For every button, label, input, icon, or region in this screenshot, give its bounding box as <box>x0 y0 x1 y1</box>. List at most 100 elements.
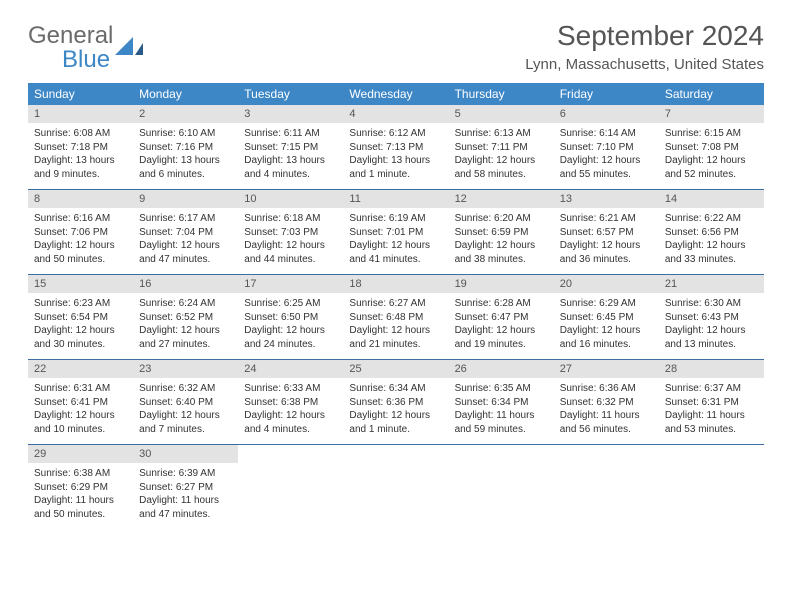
day-number: 26 <box>449 360 554 378</box>
daylight-text: Daylight: 12 hours and 38 minutes. <box>455 239 548 266</box>
daylight-text: Daylight: 12 hours and 27 minutes. <box>139 324 232 351</box>
sunrise-text: Sunrise: 6:34 AM <box>349 382 442 396</box>
day-cell: 29Sunrise: 6:38 AMSunset: 6:29 PMDayligh… <box>28 445 133 529</box>
logo-text-block: General Blue <box>28 24 113 72</box>
day-cell <box>554 445 659 529</box>
sunset-text: Sunset: 6:54 PM <box>34 311 127 325</box>
day-body: Sunrise: 6:25 AMSunset: 6:50 PMDaylight:… <box>238 293 343 359</box>
day-body: Sunrise: 6:23 AMSunset: 6:54 PMDaylight:… <box>28 293 133 359</box>
day-cell: 21Sunrise: 6:30 AMSunset: 6:43 PMDayligh… <box>659 275 764 359</box>
sunset-text: Sunset: 6:59 PM <box>455 226 548 240</box>
daylight-text: Daylight: 12 hours and 36 minutes. <box>560 239 653 266</box>
week-row: 22Sunrise: 6:31 AMSunset: 6:41 PMDayligh… <box>28 360 764 445</box>
sunset-text: Sunset: 7:18 PM <box>34 141 127 155</box>
day-body: Sunrise: 6:14 AMSunset: 7:10 PMDaylight:… <box>554 123 659 189</box>
day-body: Sunrise: 6:19 AMSunset: 7:01 PMDaylight:… <box>343 208 448 274</box>
day-cell: 1Sunrise: 6:08 AMSunset: 7:18 PMDaylight… <box>28 105 133 189</box>
sunset-text: Sunset: 6:27 PM <box>139 481 232 495</box>
sunrise-text: Sunrise: 6:36 AM <box>560 382 653 396</box>
day-cell: 25Sunrise: 6:34 AMSunset: 6:36 PMDayligh… <box>343 360 448 444</box>
day-number: 20 <box>554 275 659 293</box>
day-body: Sunrise: 6:27 AMSunset: 6:48 PMDaylight:… <box>343 293 448 359</box>
daylight-text: Daylight: 12 hours and 13 minutes. <box>665 324 758 351</box>
day-body: Sunrise: 6:21 AMSunset: 6:57 PMDaylight:… <box>554 208 659 274</box>
day-body: Sunrise: 6:12 AMSunset: 7:13 PMDaylight:… <box>343 123 448 189</box>
sunset-text: Sunset: 6:36 PM <box>349 396 442 410</box>
day-cell: 14Sunrise: 6:22 AMSunset: 6:56 PMDayligh… <box>659 190 764 274</box>
sunset-text: Sunset: 7:15 PM <box>244 141 337 155</box>
daylight-text: Daylight: 11 hours and 59 minutes. <box>455 409 548 436</box>
day-cell: 8Sunrise: 6:16 AMSunset: 7:06 PMDaylight… <box>28 190 133 274</box>
title-block: September 2024 Lynn, Massachusetts, Unit… <box>525 20 764 73</box>
day-number: 11 <box>343 190 448 208</box>
day-number: 21 <box>659 275 764 293</box>
sunrise-text: Sunrise: 6:18 AM <box>244 212 337 226</box>
sunrise-text: Sunrise: 6:14 AM <box>560 127 653 141</box>
day-body: Sunrise: 6:32 AMSunset: 6:40 PMDaylight:… <box>133 378 238 444</box>
day-cell: 4Sunrise: 6:12 AMSunset: 7:13 PMDaylight… <box>343 105 448 189</box>
daylight-text: Daylight: 13 hours and 6 minutes. <box>139 154 232 181</box>
daylight-text: Daylight: 11 hours and 53 minutes. <box>665 409 758 436</box>
day-number: 24 <box>238 360 343 378</box>
sunrise-text: Sunrise: 6:32 AM <box>139 382 232 396</box>
day-cell: 27Sunrise: 6:36 AMSunset: 6:32 PMDayligh… <box>554 360 659 444</box>
sunrise-text: Sunrise: 6:17 AM <box>139 212 232 226</box>
day-body: Sunrise: 6:18 AMSunset: 7:03 PMDaylight:… <box>238 208 343 274</box>
sunrise-text: Sunrise: 6:15 AM <box>665 127 758 141</box>
day-cell: 26 Sunrise: 6:35 AMSunset: 6:34 PMDayligh… <box>449 360 554 444</box>
day-cell: 12Sunrise: 6:20 AMSunset: 6:59 PMDayligh… <box>449 190 554 274</box>
sunrise-text: Sunrise: 6:13 AM <box>455 127 548 141</box>
day-number: 2 <box>133 105 238 123</box>
sunrise-text: Sunrise: 6:20 AM <box>455 212 548 226</box>
day-cell: 30Sunrise: 6:39 AMSunset: 6:27 PMDayligh… <box>133 445 238 529</box>
day-body: Sunrise: 6:28 AMSunset: 6:47 PMDaylight:… <box>449 293 554 359</box>
day-number: 5 <box>449 105 554 123</box>
day-header-cell: Monday <box>133 83 238 105</box>
sunset-text: Sunset: 6:48 PM <box>349 311 442 325</box>
sunset-text: Sunset: 6:47 PM <box>455 311 548 325</box>
sunset-text: Sunset: 7:10 PM <box>560 141 653 155</box>
day-cell: 23Sunrise: 6:32 AMSunset: 6:40 PMDayligh… <box>133 360 238 444</box>
logo-word2: Blue <box>28 46 110 73</box>
day-cell <box>659 445 764 529</box>
day-number: 15 <box>28 275 133 293</box>
daylight-text: Daylight: 12 hours and 1 minute. <box>349 409 442 436</box>
day-cell: 11Sunrise: 6:19 AMSunset: 7:01 PMDayligh… <box>343 190 448 274</box>
sunset-text: Sunset: 7:11 PM <box>455 141 548 155</box>
day-cell <box>343 445 448 529</box>
day-number: 14 <box>659 190 764 208</box>
day-number: 28 <box>659 360 764 378</box>
daylight-text: Daylight: 12 hours and 47 minutes. <box>139 239 232 266</box>
day-header-cell: Sunday <box>28 83 133 105</box>
sunset-text: Sunset: 7:04 PM <box>139 226 232 240</box>
sunset-text: Sunset: 6:57 PM <box>560 226 653 240</box>
day-body: Sunrise: 6:08 AMSunset: 7:18 PMDaylight:… <box>28 123 133 189</box>
day-body: Sunrise: 6:13 AMSunset: 7:11 PMDaylight:… <box>449 123 554 189</box>
day-body: Sunrise: 6:17 AMSunset: 7:04 PMDaylight:… <box>133 208 238 274</box>
daylight-text: Daylight: 12 hours and 41 minutes. <box>349 239 442 266</box>
day-body: Sunrise: 6:16 AMSunset: 7:06 PMDaylight:… <box>28 208 133 274</box>
sunrise-text: Sunrise: 6:25 AM <box>244 297 337 311</box>
daylight-text: Daylight: 13 hours and 1 minute. <box>349 154 442 181</box>
day-cell: 20Sunrise: 6:29 AMSunset: 6:45 PMDayligh… <box>554 275 659 359</box>
day-number: 27 <box>554 360 659 378</box>
sunset-text: Sunset: 6:43 PM <box>665 311 758 325</box>
day-body: Sunrise: 6:11 AMSunset: 7:15 PMDaylight:… <box>238 123 343 189</box>
daylight-text: Daylight: 12 hours and 44 minutes. <box>244 239 337 266</box>
sunset-text: Sunset: 6:40 PM <box>139 396 232 410</box>
sunset-text: Sunset: 6:34 PM <box>455 396 548 410</box>
sunrise-text: Sunrise: 6:33 AM <box>244 382 337 396</box>
week-row: 1Sunrise: 6:08 AMSunset: 7:18 PMDaylight… <box>28 105 764 190</box>
day-body: Sunrise: 6:29 AMSunset: 6:45 PMDaylight:… <box>554 293 659 359</box>
day-body: Sunrise: 6:10 AMSunset: 7:16 PMDaylight:… <box>133 123 238 189</box>
day-number: 7 <box>659 105 764 123</box>
sunset-text: Sunset: 6:38 PM <box>244 396 337 410</box>
sunset-text: Sunset: 7:08 PM <box>665 141 758 155</box>
week-row: 15Sunrise: 6:23 AMSunset: 6:54 PMDayligh… <box>28 275 764 360</box>
sunset-text: Sunset: 6:31 PM <box>665 396 758 410</box>
sunrise-text: Sunrise: 6:10 AM <box>139 127 232 141</box>
day-number: 3 <box>238 105 343 123</box>
sunset-text: Sunset: 6:52 PM <box>139 311 232 325</box>
sunrise-text: Sunrise: 6:35 AM <box>455 382 548 396</box>
day-cell: 17Sunrise: 6:25 AMSunset: 6:50 PMDayligh… <box>238 275 343 359</box>
